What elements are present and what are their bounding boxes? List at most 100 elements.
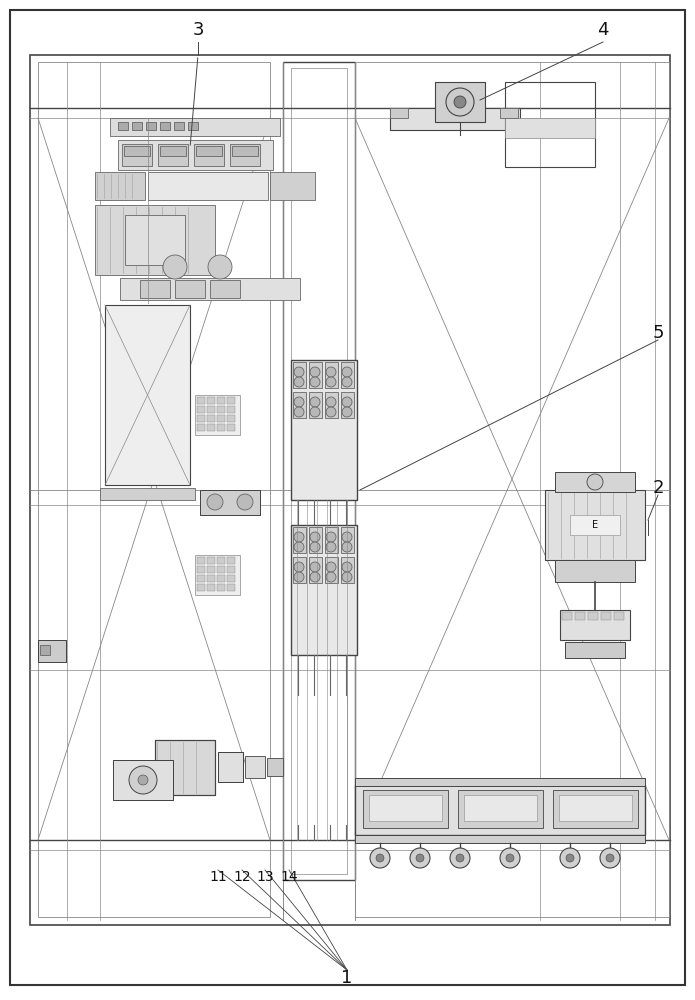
- Bar: [390, 108, 408, 118]
- Circle shape: [326, 377, 336, 387]
- Bar: [200, 490, 260, 515]
- Bar: [435, 82, 485, 122]
- Bar: [120, 278, 300, 300]
- Bar: [291, 360, 357, 500]
- Bar: [160, 122, 170, 130]
- Text: 14: 14: [280, 870, 298, 884]
- Bar: [227, 557, 235, 564]
- Bar: [545, 490, 645, 560]
- Bar: [113, 760, 173, 800]
- Bar: [435, 82, 485, 122]
- Bar: [293, 362, 306, 388]
- Bar: [355, 785, 645, 835]
- Bar: [227, 566, 235, 573]
- Bar: [124, 146, 150, 156]
- Bar: [217, 397, 225, 404]
- Text: 12: 12: [234, 870, 251, 884]
- Bar: [217, 575, 225, 582]
- Circle shape: [326, 407, 336, 417]
- Bar: [227, 397, 235, 404]
- Bar: [217, 557, 225, 564]
- Bar: [291, 525, 357, 655]
- Circle shape: [342, 572, 352, 582]
- Circle shape: [294, 407, 304, 417]
- Circle shape: [450, 848, 470, 868]
- Circle shape: [446, 88, 474, 116]
- Bar: [291, 68, 347, 874]
- Bar: [341, 392, 354, 418]
- Circle shape: [326, 542, 336, 552]
- Bar: [197, 566, 205, 573]
- Bar: [500, 108, 518, 118]
- Circle shape: [326, 367, 336, 377]
- Bar: [355, 62, 669, 917]
- Bar: [218, 752, 243, 782]
- Bar: [283, 62, 355, 880]
- Bar: [207, 424, 215, 431]
- Bar: [390, 108, 520, 130]
- Circle shape: [326, 532, 336, 542]
- Circle shape: [560, 848, 580, 868]
- Bar: [227, 575, 235, 582]
- Circle shape: [294, 532, 304, 542]
- Bar: [309, 557, 322, 583]
- Bar: [207, 566, 215, 573]
- Circle shape: [587, 474, 603, 490]
- Circle shape: [606, 854, 614, 862]
- Bar: [197, 557, 205, 564]
- Bar: [355, 785, 645, 835]
- Bar: [560, 610, 630, 640]
- Bar: [140, 280, 170, 298]
- Bar: [355, 778, 645, 786]
- Circle shape: [294, 377, 304, 387]
- Circle shape: [376, 854, 384, 862]
- Bar: [207, 406, 215, 413]
- Bar: [40, 645, 50, 655]
- Bar: [293, 557, 306, 583]
- Bar: [355, 835, 645, 843]
- Bar: [155, 740, 215, 795]
- Bar: [38, 62, 270, 917]
- Bar: [505, 82, 595, 167]
- Circle shape: [600, 848, 620, 868]
- Bar: [458, 790, 543, 828]
- Circle shape: [310, 532, 320, 542]
- Bar: [100, 488, 195, 500]
- Bar: [95, 172, 145, 200]
- Circle shape: [294, 397, 304, 407]
- Circle shape: [208, 255, 232, 279]
- Bar: [325, 392, 338, 418]
- Bar: [155, 740, 215, 795]
- Bar: [194, 144, 224, 166]
- Bar: [217, 566, 225, 573]
- Circle shape: [342, 542, 352, 552]
- Bar: [505, 118, 595, 138]
- Bar: [588, 612, 598, 620]
- Bar: [125, 215, 185, 265]
- Bar: [570, 515, 620, 535]
- Bar: [601, 612, 611, 620]
- Bar: [197, 406, 205, 413]
- Bar: [267, 758, 283, 776]
- Circle shape: [416, 854, 424, 862]
- Bar: [555, 472, 635, 492]
- Bar: [217, 406, 225, 413]
- Bar: [341, 527, 354, 553]
- Bar: [293, 527, 306, 553]
- Bar: [309, 362, 322, 388]
- Bar: [210, 280, 240, 298]
- Circle shape: [310, 367, 320, 377]
- Bar: [105, 305, 190, 485]
- Circle shape: [326, 562, 336, 572]
- Circle shape: [138, 775, 148, 785]
- Text: 3: 3: [193, 21, 204, 39]
- Bar: [160, 146, 186, 156]
- Bar: [207, 397, 215, 404]
- Bar: [207, 415, 215, 422]
- Circle shape: [326, 572, 336, 582]
- Circle shape: [207, 494, 223, 510]
- Bar: [291, 525, 357, 655]
- Bar: [341, 557, 354, 583]
- Bar: [175, 280, 205, 298]
- Bar: [217, 415, 225, 422]
